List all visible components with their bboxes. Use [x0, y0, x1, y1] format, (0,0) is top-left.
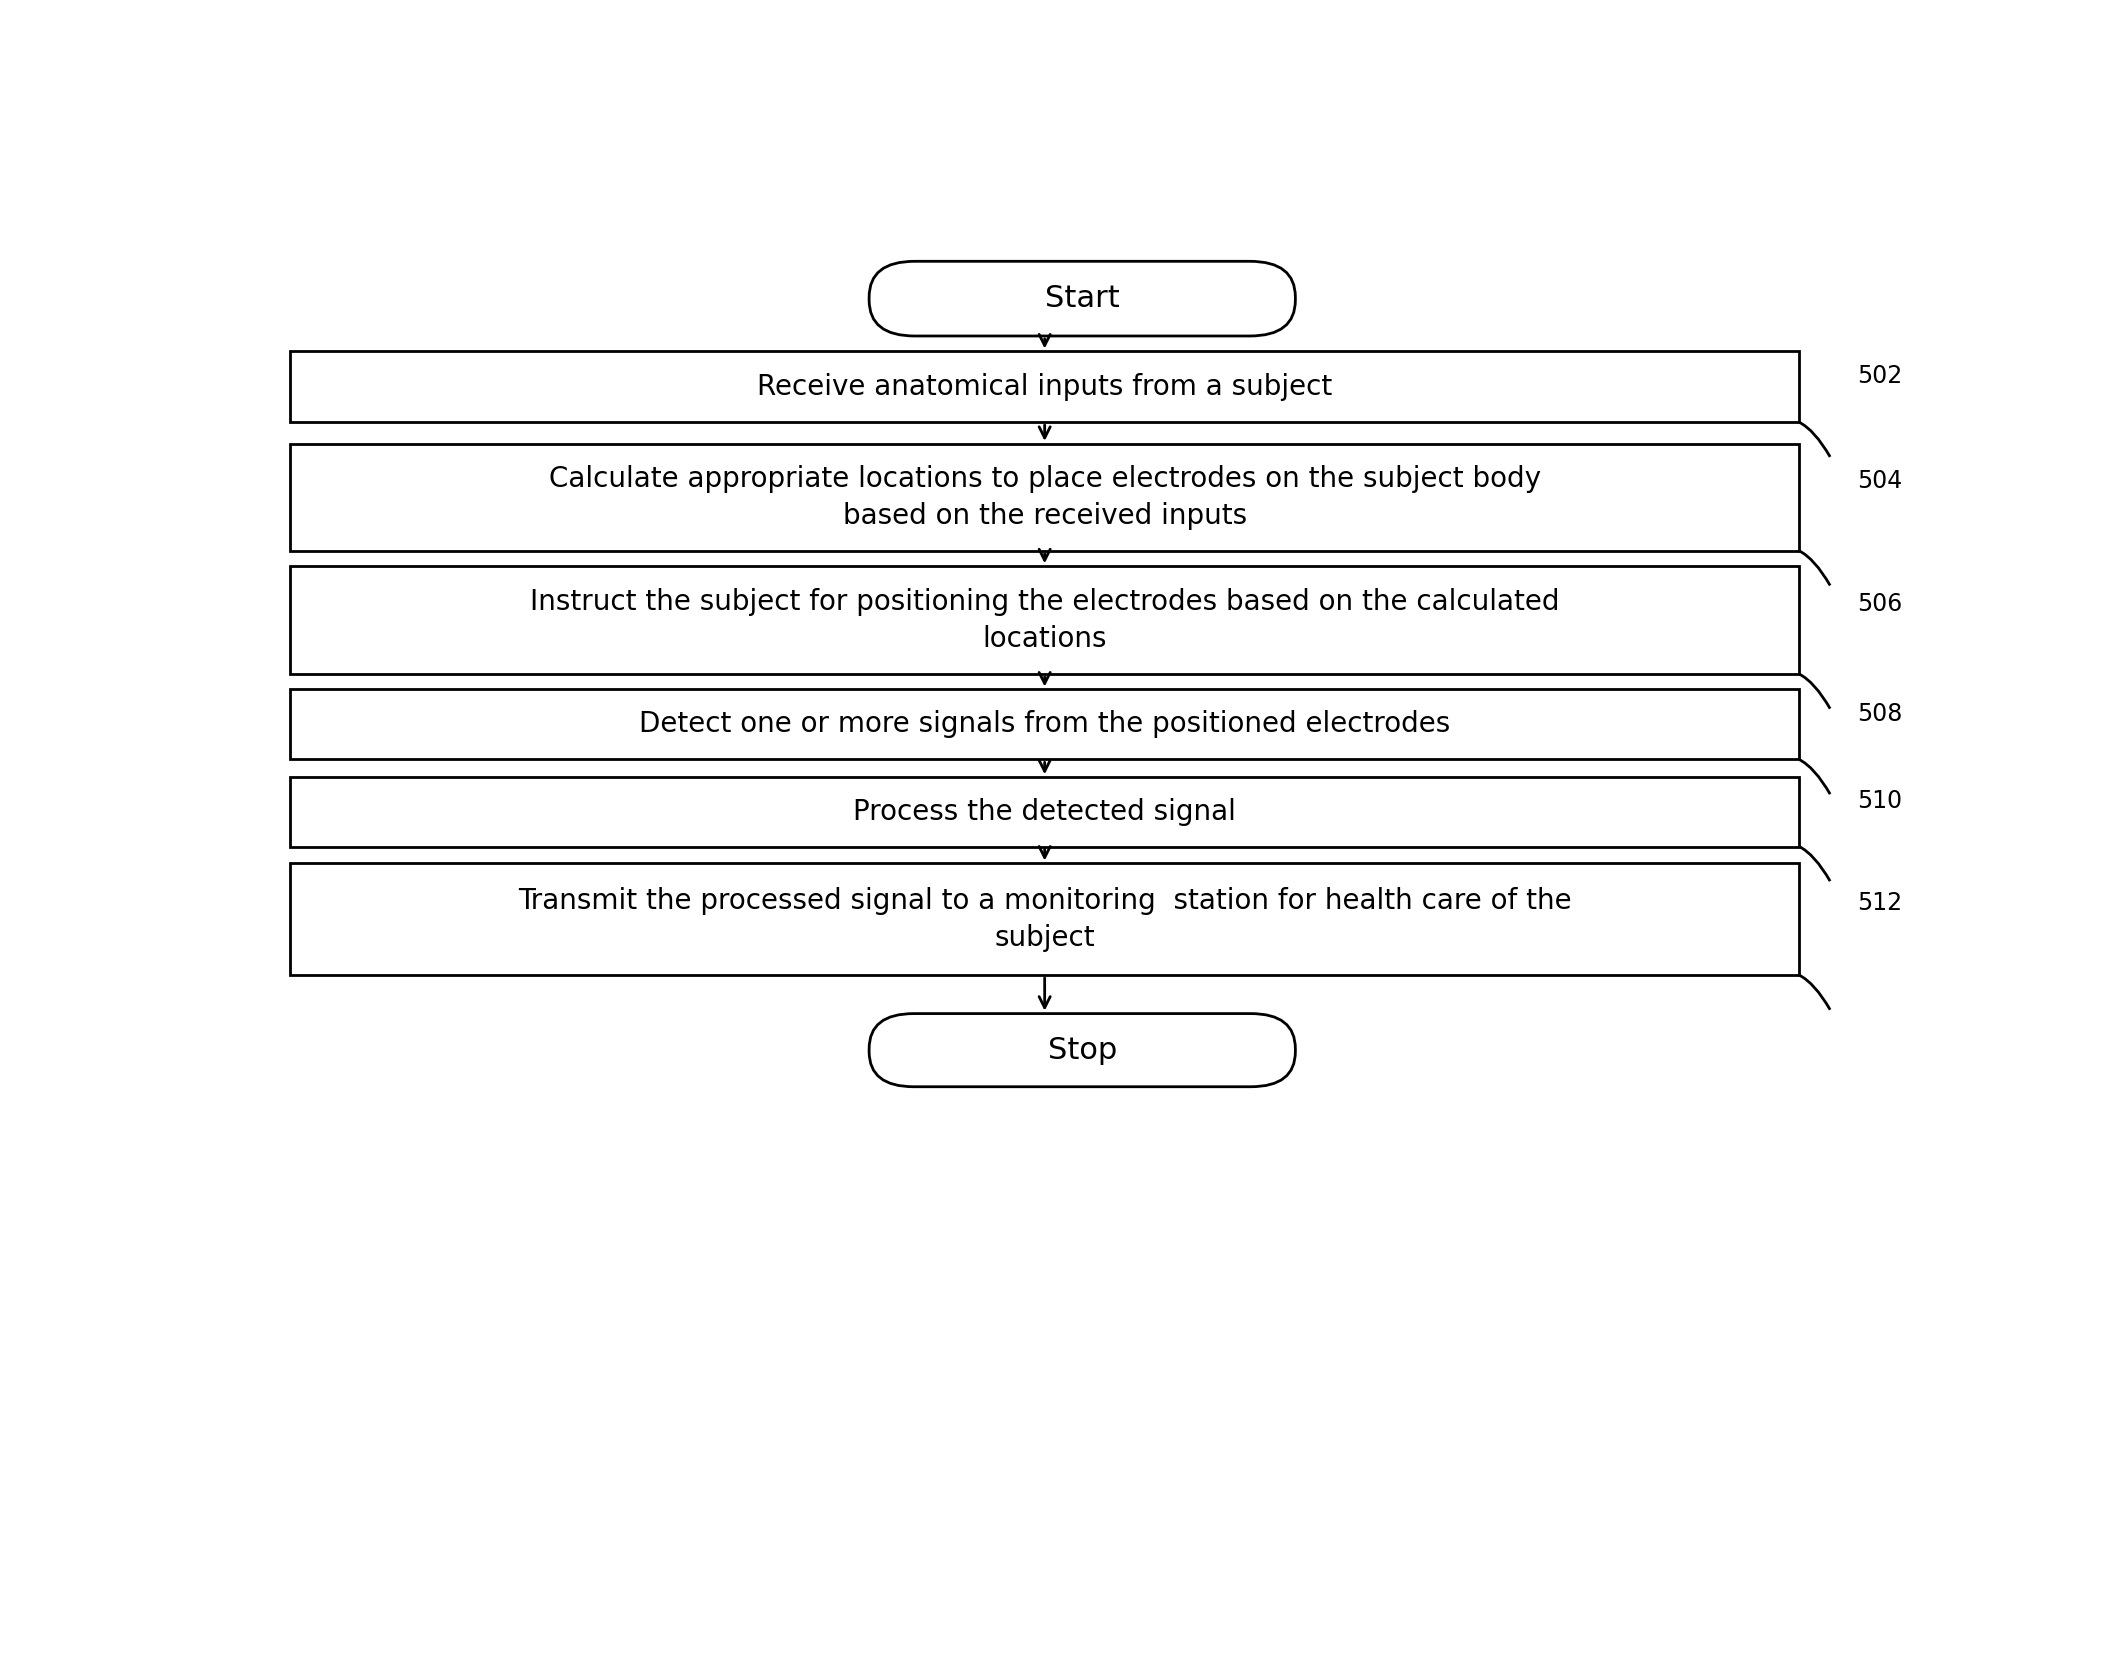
Bar: [290, 567, 1799, 674]
Text: Receive anatomical inputs from a subject: Receive anatomical inputs from a subject: [758, 372, 1332, 401]
Text: 512: 512: [1857, 890, 1903, 914]
Bar: [290, 776, 1799, 847]
Bar: [290, 352, 1799, 423]
Text: Calculate appropriate locations to place electrodes on the subject body
based on: Calculate appropriate locations to place…: [548, 465, 1541, 530]
Text: 506: 506: [1857, 592, 1903, 615]
Text: Instruct the subject for positioning the electrodes based on the calculated
loca: Instruct the subject for positioning the…: [529, 587, 1560, 652]
Text: 508: 508: [1857, 703, 1903, 726]
Text: 502: 502: [1857, 364, 1903, 387]
Text: 504: 504: [1857, 470, 1903, 493]
Bar: [290, 444, 1799, 550]
Text: Start: Start: [1046, 283, 1120, 314]
Text: 510: 510: [1857, 790, 1903, 813]
FancyBboxPatch shape: [870, 262, 1296, 335]
Text: Process the detected signal: Process the detected signal: [853, 798, 1236, 825]
Text: Transmit the processed signal to a monitoring  station for health care of the
su: Transmit the processed signal to a monit…: [519, 887, 1571, 951]
Bar: [290, 864, 1799, 974]
FancyBboxPatch shape: [870, 1013, 1296, 1087]
Bar: [290, 689, 1799, 760]
Text: Detect one or more signals from the positioned electrodes: Detect one or more signals from the posi…: [639, 711, 1450, 738]
Text: Stop: Stop: [1048, 1036, 1118, 1065]
